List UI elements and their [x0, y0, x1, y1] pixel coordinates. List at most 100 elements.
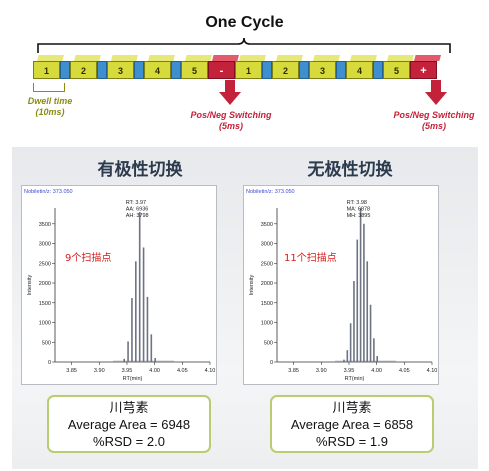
peak-info: MA: 6878: [347, 207, 371, 213]
x-tick-label: 4.00: [149, 368, 160, 374]
dwell-segment: 2: [70, 61, 97, 79]
switch-arrow-left-icon: [219, 80, 241, 105]
y-tick-label: 1000: [261, 321, 273, 327]
scan-bar: [353, 281, 355, 362]
compound-name: 川芎素: [332, 400, 372, 415]
x-tick-label: 3.95: [344, 368, 355, 374]
segment-top-face: [387, 55, 414, 61]
dwell-time-text: Dwell time: [27, 96, 73, 106]
panel-title-right: 无极性切换: [307, 160, 393, 179]
y-tick-label: 1500: [39, 301, 51, 307]
scan-bar: [356, 239, 359, 362]
dwell-segment: 1: [33, 61, 60, 79]
segment-top-face: [239, 55, 266, 61]
rsd-value: %RSD = 2.0: [93, 434, 165, 449]
segment-top-face: [313, 55, 340, 61]
y-axis-label: Intensity: [27, 275, 33, 296]
x-tick-label: 3.90: [94, 368, 105, 374]
y-tick-label: 3500: [39, 222, 51, 228]
segment-top-face: [414, 55, 441, 61]
gap-segment: [171, 61, 181, 79]
segment-top-face: [148, 55, 175, 61]
switch-segment: +: [410, 61, 437, 79]
scan-bar: [127, 341, 129, 362]
average-area: Average Area = 6948: [67, 417, 191, 432]
scan-bar: [369, 304, 372, 362]
chromatogram-right: Nobiletin/z: 373.050 0 500 1000 1500 2000 2500…: [243, 185, 439, 385]
x-tick-label: 3.95: [122, 368, 133, 374]
gap-segment: [60, 61, 70, 79]
switch-segment: -: [208, 61, 235, 79]
segment-top-face: [212, 55, 239, 61]
result-box-left: 川芎素 Average Area = 6948 %RSD = 2.0: [47, 395, 211, 453]
segment-top-face: [350, 55, 377, 61]
gap-segment: [97, 61, 107, 79]
x-tick-label: 3.85: [66, 368, 77, 374]
y-tick-label: 2500: [261, 261, 273, 267]
y-tick-label: 2000: [39, 281, 51, 287]
cycle-brace: [37, 37, 451, 53]
segment-top-face: [37, 55, 64, 61]
peak-info: AH: 3798: [126, 213, 149, 219]
scan-bar: [146, 296, 149, 362]
gap-segment: [336, 61, 346, 79]
y-tick-label: 3000: [261, 242, 273, 248]
dwell-segment: 1: [235, 61, 262, 79]
scan-bar: [154, 358, 156, 362]
scan-bar: [150, 334, 153, 362]
chromatogram-left: Nobiletin/z: 373.050 0 500 1000 1500 2000 2500…: [21, 185, 217, 385]
chart-meta: Nobiletin/z: 373.050: [24, 189, 73, 195]
x-axis-label: RT(min): [345, 376, 365, 382]
x-tick-label: 4.05: [399, 368, 410, 374]
y-tick-label: 2500: [39, 261, 51, 267]
scan-bar: [343, 359, 345, 362]
y-tick-label: 3500: [261, 222, 273, 228]
scan-point-annotation: 11个扫描点: [284, 251, 337, 264]
dwell-segment: 2: [272, 61, 299, 79]
chromatogram-svg: Nobiletin/z: 373.050 0 500 1000 1500 2000 2500…: [246, 189, 438, 382]
x-tick-label: 3.85: [288, 368, 299, 374]
peak-info: AA: 6936: [126, 207, 149, 213]
scan-bar: [363, 223, 365, 362]
dwell-segment: 3: [309, 61, 336, 79]
dwell-bracket: [33, 83, 65, 92]
chart-meta: Nobiletin/z: 373.050: [246, 189, 295, 195]
switch-arrow-right-icon: [425, 80, 447, 105]
y-tick-label: 0: [270, 360, 273, 366]
scan-bar: [346, 350, 349, 362]
y-tick-label: 500: [42, 340, 51, 346]
y-tick-label: 3000: [39, 242, 51, 248]
scan-bar: [123, 358, 125, 362]
x-tick-label: 4.05: [177, 368, 188, 374]
y-tick-label: 2000: [261, 281, 273, 287]
dwell-time-label: Dwell time (10ms): [20, 96, 80, 118]
y-axis-label: Intensity: [249, 275, 255, 296]
peak-info: RT: 3.97: [126, 200, 146, 206]
segment-top-face: [111, 55, 138, 61]
y-tick-label: 1500: [261, 301, 273, 307]
dwell-segment: 5: [383, 61, 410, 79]
x-tick-label: 4.10: [427, 368, 438, 374]
scan-bar: [366, 261, 369, 362]
switch-label-right: Pos/Neg Switching (5ms): [393, 110, 475, 131]
segment-top-face: [276, 55, 303, 61]
scan-bar: [135, 261, 137, 362]
result-box-right: 川芎素 Average Area = 6858 %RSD = 1.9: [270, 395, 434, 453]
compound-name: 川芎素: [109, 400, 149, 415]
scan-bar: [142, 247, 145, 362]
segment-top-face: [74, 55, 101, 61]
gap-segment: [134, 61, 144, 79]
cycle-title: One Cycle: [205, 14, 284, 31]
dwell-segment: 3: [107, 61, 134, 79]
y-tick-label: 0: [48, 360, 51, 366]
segment-top-face: [185, 55, 212, 61]
x-tick-label: 3.90: [316, 368, 327, 374]
chromatogram-svg: Nobiletin/z: 373.050 0 500 1000 1500 2000 2500…: [24, 189, 216, 382]
scan-bar: [376, 356, 378, 362]
dwell-segment: 4: [346, 61, 373, 79]
x-tick-label: 4.10: [205, 368, 216, 374]
gap-segment: [373, 61, 383, 79]
rsd-value: %RSD = 1.9: [316, 434, 388, 449]
dwell-time-value: (10ms): [35, 107, 65, 117]
scan-bar: [373, 338, 375, 362]
